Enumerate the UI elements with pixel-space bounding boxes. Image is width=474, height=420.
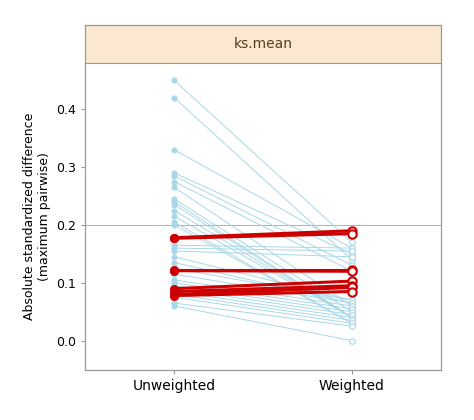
Y-axis label: Absolute standardized difference
(maximum pairwise): Absolute standardized difference (maximu… bbox=[23, 113, 51, 320]
Text: ks.mean: ks.mean bbox=[234, 37, 292, 51]
